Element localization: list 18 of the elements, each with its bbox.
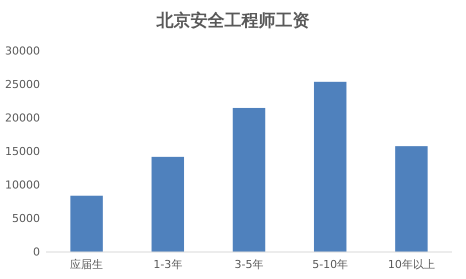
x-tick-label: 10年以上 [388, 258, 435, 271]
y-tick-label: 15000 [5, 145, 40, 158]
bar [395, 146, 428, 252]
y-tick-label: 30000 [5, 44, 40, 58]
chart-title: 北京安全工程师工资 [156, 11, 310, 31]
y-tick-label: 5000 [12, 212, 40, 226]
x-tick-label: 5-10年 [312, 258, 348, 271]
y-tick-label: 20000 [5, 112, 40, 125]
y-tick-label: 25000 [5, 78, 40, 92]
x-tick-label: 3-5年 [234, 258, 264, 271]
bar [232, 108, 266, 252]
bar [152, 156, 184, 252]
bar [70, 196, 103, 252]
bar [314, 82, 346, 252]
y-tick-label: 0 [33, 246, 40, 259]
y-tick-label: 10000 [5, 178, 40, 192]
x-tick-label: 1-3年 [153, 258, 182, 271]
x-tick-label: 应届生 [70, 258, 104, 271]
